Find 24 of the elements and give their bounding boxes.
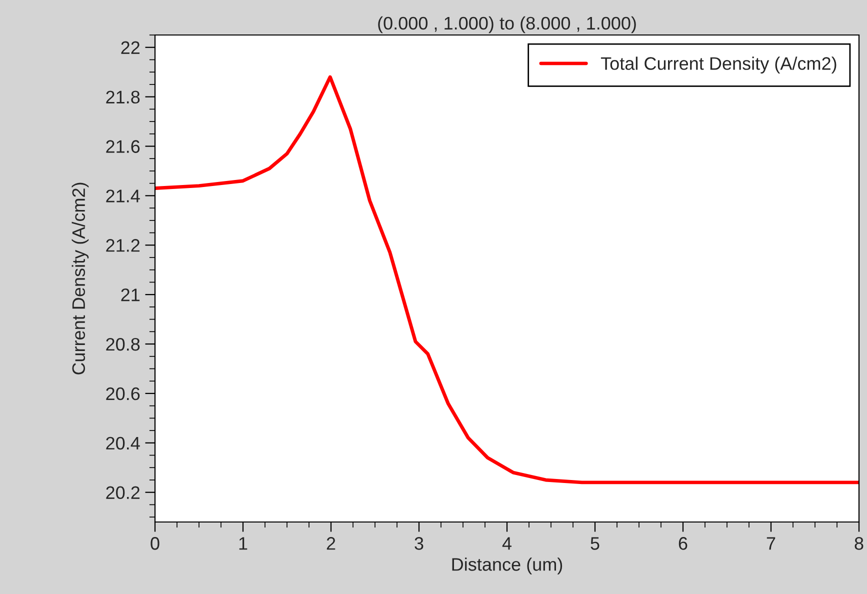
- legend-label: Total Current Density (A/cm2): [600, 56, 836, 74]
- x-tick-label: 7: [766, 537, 776, 550]
- y-axis-title: Current Density (A/cm2): [72, 182, 89, 374]
- x-axis-title: Distance (um): [452, 558, 562, 574]
- y-tick-label: 20.6: [106, 387, 140, 400]
- y-tick-label: 21.6: [106, 140, 140, 153]
- y-tick-label: 21.8: [106, 90, 140, 104]
- y-tick-label: 20.2: [106, 486, 140, 500]
- x-tick-label: 1: [239, 537, 248, 550]
- chart-title: (0.000 , 1.000) to (8.000 , 1.000): [378, 16, 636, 34]
- x-tick-label: 4: [502, 537, 512, 550]
- x-tick-label: 6: [678, 537, 688, 550]
- x-tick-label: 8: [854, 537, 864, 550]
- line-series: [155, 75, 859, 484]
- x-tick-label: 5: [590, 537, 600, 550]
- y-tick-label: 22: [121, 41, 140, 54]
- y-tick-label: 21.2: [106, 239, 140, 252]
- y-tick-label: 21: [121, 288, 140, 302]
- y-tick-label: 20.4: [106, 436, 140, 450]
- x-tick-label: 3: [414, 537, 424, 550]
- x-tick-label: 0: [150, 537, 160, 550]
- y-tick-label: 20.8: [106, 338, 140, 351]
- x-tick-label: 2: [326, 537, 336, 550]
- y-tick-label: 21.4: [106, 190, 140, 202]
